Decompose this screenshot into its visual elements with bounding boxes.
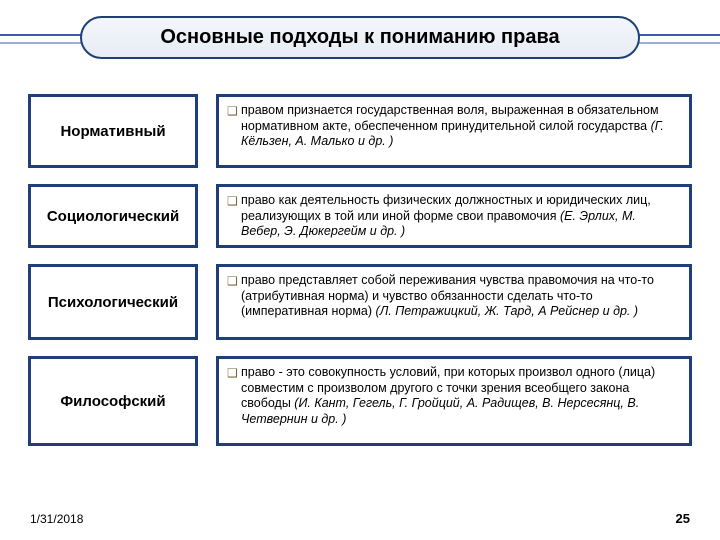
approach-description-text: правом признается государственная воля, … xyxy=(241,103,679,159)
approach-label: Философский xyxy=(28,356,198,446)
approach-row: Психологический❑право представляет собой… xyxy=(28,264,692,340)
approach-description-text: право как деятельность физических должно… xyxy=(241,193,679,239)
approach-label: Социологический xyxy=(28,184,198,248)
approach-row: Нормативный❑правом признается государств… xyxy=(28,94,692,168)
approach-description: ❑правом признается государственная воля,… xyxy=(216,94,692,168)
approach-label: Нормативный xyxy=(28,94,198,168)
approach-row: Философский❑право - это совокупность усл… xyxy=(28,356,692,446)
approach-description: ❑право как деятельность физических должн… xyxy=(216,184,692,248)
bullet-icon: ❑ xyxy=(227,365,241,437)
approach-label: Психологический xyxy=(28,264,198,340)
page-title: Основные подходы к пониманию права xyxy=(80,16,640,59)
footer-date: 1/31/2018 xyxy=(30,512,83,526)
approach-description: ❑право - это совокупность условий, при к… xyxy=(216,356,692,446)
bullet-icon: ❑ xyxy=(227,273,241,331)
bullet-icon: ❑ xyxy=(227,103,241,159)
page-number: 25 xyxy=(676,511,690,526)
approach-description: ❑право представляет собой переживания чу… xyxy=(216,264,692,340)
bullet-icon: ❑ xyxy=(227,193,241,239)
approach-row: Социологический ❑право как деятельность ф… xyxy=(28,184,692,248)
approach-description-text: право представляет собой переживания чув… xyxy=(241,273,679,331)
approach-description-text: право - это совокупность условий, при ко… xyxy=(241,365,679,437)
